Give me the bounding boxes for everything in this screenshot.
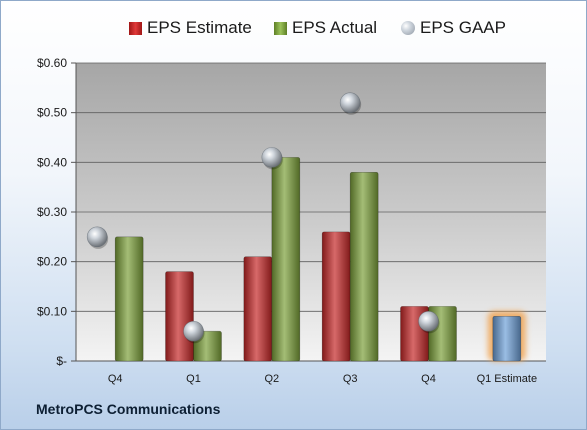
gaap-marker (183, 320, 204, 342)
bar-eps-forecast (492, 315, 522, 362)
legend-label: EPS Estimate (147, 18, 252, 37)
y-tick-label: $0.60 (37, 56, 67, 70)
x-tick-label: Q3 (343, 373, 358, 385)
y-tick-label: $0.30 (37, 205, 67, 219)
x-tick-label: Q4 (421, 373, 436, 385)
bar-eps-actual (114, 236, 144, 362)
x-tick-label: Q2 (264, 373, 279, 385)
x-tick-label: Q4 (108, 373, 123, 385)
bar-eps-actual (349, 171, 379, 362)
gaap-marker (418, 310, 439, 332)
gaap-marker (339, 92, 361, 114)
legend-item-eps-actual: EPS Actual (274, 15, 377, 41)
legend-label: EPS GAAP (420, 18, 506, 37)
company-name: MetroPCS Communications (36, 401, 221, 417)
x-tick-label: Q1 Estimate (477, 373, 538, 385)
bar-eps-estimate (165, 271, 194, 362)
bar-eps-estimate (243, 256, 273, 362)
y-tick-label: $0.50 (37, 106, 67, 120)
bar-eps-actual (271, 157, 301, 362)
legend-swatch-estimate (129, 21, 142, 35)
x-tick-label: Q1 (186, 373, 201, 385)
y-tick-label: $0.20 (37, 255, 67, 269)
y-tick-label: $0.40 (37, 155, 67, 169)
legend-label: EPS Actual (292, 18, 378, 37)
legend-swatch-gaap (401, 21, 415, 35)
legend-item-eps-estimate: EPS Estimate (129, 15, 252, 41)
legend-swatch-actual (274, 21, 287, 35)
legend: EPS Estimate EPS Actual EPS GAAP (1, 15, 586, 41)
gaap-marker (261, 147, 283, 168)
y-tick-label: $0.10 (37, 304, 67, 318)
y-tick-label: $- (56, 354, 67, 368)
bar-eps-estimate (321, 231, 351, 362)
legend-item-eps-gaap: EPS GAAP (401, 15, 506, 41)
gaap-marker (86, 226, 108, 248)
